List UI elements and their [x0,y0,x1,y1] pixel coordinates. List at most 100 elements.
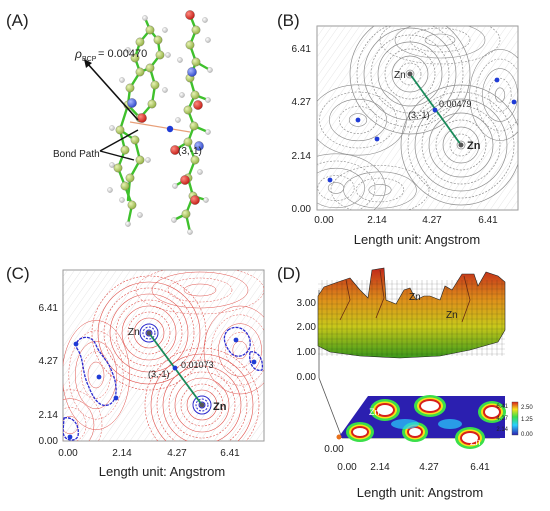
critical-point [96,374,102,380]
hydrogen-atom [119,197,125,203]
colorbar-left-ticks: 6.41 4.27 2.14 [496,404,508,433]
panel-d-letter: (D) [277,264,301,283]
contour-ring [494,87,506,103]
contour-ring [442,126,480,164]
bcp-value-c: 0.01073 [181,360,214,370]
contour-ring [317,160,376,210]
contour-ring [394,26,486,59]
background-hatch [63,270,138,378]
panel-a: (A) ρ BCP = 0.00470 (3,-1) Bond Path [6,10,213,235]
contour-ring [156,359,248,441]
cp-label-b: (3,-1) [408,110,430,120]
background-hatch [482,159,518,210]
contour-ring [424,33,456,47]
contour-ring [414,98,508,192]
x-axis-label-c: Length unit: Angstrom [99,464,225,479]
background-hatch [63,270,131,368]
contour-ring [349,26,471,135]
contour-ring [151,271,249,309]
contour-ring-blue [145,329,153,337]
x-tick-b: 4.27 [422,215,442,226]
zn-nucleus-c1 [146,330,152,336]
background-hatch [63,270,117,348]
oxygen-atom [170,145,180,155]
z-tick-d: 3.00 [297,298,317,309]
contour-ring [63,389,103,441]
bond-critical-point [166,125,174,133]
surface-peak-edge [375,269,385,319]
surface-3d [317,267,506,359]
background-hatch [412,59,518,210]
critical-point [73,341,79,347]
contour-ring [456,140,466,150]
oxygen-atom [193,100,203,110]
rho-value: = 0.00470 [98,48,147,60]
contour-ring [379,26,501,65]
background-hatch [122,270,243,441]
contour-ring-blue [142,326,156,340]
y-tick-d: 0.00 [324,444,344,455]
contour-ring [68,330,124,420]
background-hatch [317,26,388,128]
contour-ring [121,305,177,361]
background-hatch [461,129,518,210]
oxygen-atom [137,113,147,123]
background-hatch [317,26,332,48]
hydrogen-atom [205,97,211,103]
depletion-region [223,326,251,357]
contour-ring [384,48,436,100]
background-hatch [101,270,222,441]
background-hatch [317,26,353,78]
bond-path-label: Bond Path [53,149,100,160]
contour-ring [355,177,405,203]
carbon-atom [135,67,145,77]
x-tick-d: 2.14 [370,462,390,473]
background-hatch [136,270,257,441]
hydrogen-atom [119,77,125,83]
heatmap-blobs [336,395,506,449]
contour-ring-blue [198,401,206,409]
x-ticks-d: 0.00 2.14 4.27 6.41 [337,462,490,473]
surface-body [317,267,506,359]
nitrogen-atom [194,141,204,151]
contour-ring [317,84,407,156]
z-ticks-d: 3.00 2.00 1.00 0.00 [297,298,317,383]
panel-a-letter: (A) [6,11,29,30]
heat-core [353,428,367,436]
background-hatch [440,99,518,210]
carbon-atom [115,125,125,135]
rho-arrow [86,62,139,121]
contour-ring [348,113,368,127]
background-hatch [468,139,518,210]
contour-ring-blue [195,398,209,412]
surface-peak-edge [339,279,351,321]
bond-path-arrow-2 [99,150,135,161]
background-hatch [150,279,264,441]
carbon-atom [120,181,130,191]
colorbar-right-ticks: 2.50 1.25 0.00 [521,405,533,438]
critical-point [327,177,333,183]
nitrogen-atom [187,67,197,77]
y-ticks-d: 0.00 [324,444,344,455]
background-hatch [87,270,208,441]
panel-b: (B) Zn Zn (3,-1) 0.00479 6.41 4.27 2.14 … [277,11,519,247]
contour-ring [74,340,118,410]
hydrogen-atom [142,15,148,21]
x-tick-c: 6.41 [220,448,240,459]
nitrogen-atom [127,98,137,108]
hydrogen-atom [207,67,213,73]
x-tick-c: 0.00 [58,448,78,459]
background-hatch [108,270,229,441]
hydrogen-atom [109,125,115,131]
contour-ring [338,106,377,134]
zn-label-c2: Zn [213,401,227,413]
critical-point [67,434,73,440]
carbon-atom [130,135,140,145]
contour-ring [63,415,79,435]
background-hatch [220,379,264,441]
contour-ring [183,283,217,297]
contour-ring [232,340,248,360]
background-hatch [63,270,180,438]
y-tick-b: 6.41 [292,44,312,55]
carbon-atom [120,145,130,155]
